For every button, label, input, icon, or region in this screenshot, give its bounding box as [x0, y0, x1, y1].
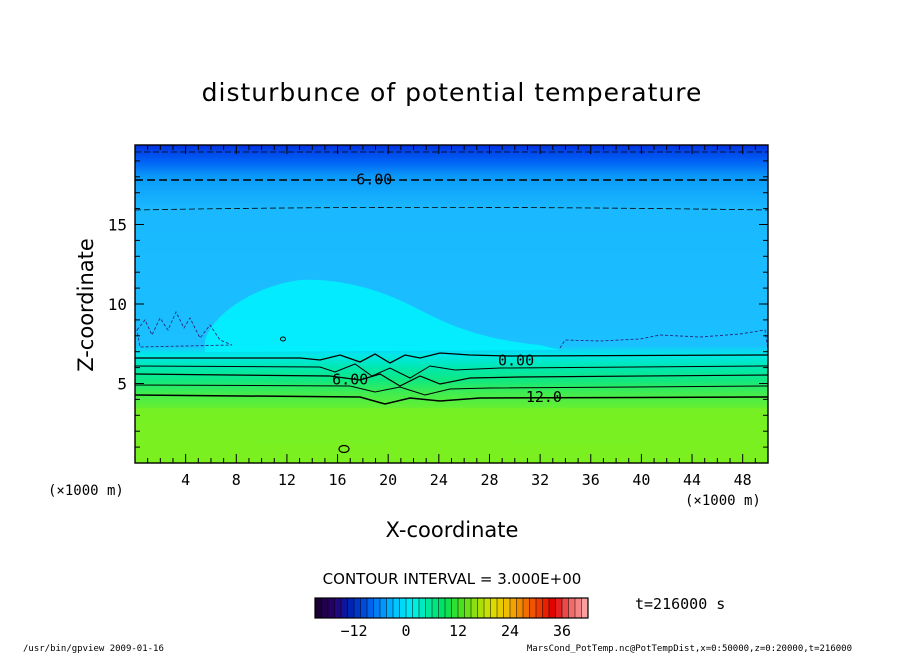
colorbar-cell [477, 598, 485, 618]
colorbar-cell [471, 598, 478, 618]
colorbar-cell [425, 598, 433, 618]
contour-noisy-right [559, 329, 768, 351]
colorbar-tick-label: 12 [449, 622, 467, 640]
cyan-bubble [205, 279, 560, 352]
colorbar-cell [529, 598, 537, 618]
x-tick-label: 12 [278, 471, 296, 489]
colorbar-cell [464, 598, 472, 618]
x-unit-right: (×1000 m) [685, 493, 761, 509]
contour-ring-small [338, 444, 350, 454]
y-axis-title: Z-coordinate [74, 238, 98, 372]
colorbar-tick-label: 36 [553, 622, 571, 640]
colorbar-cell [399, 598, 407, 618]
colorbar-cell [380, 598, 387, 618]
contour-9 [135, 384, 768, 396]
contour-upper-3 [135, 206, 768, 211]
colorbar-cell [432, 598, 439, 618]
footer-left: /usr/bin/gpview 2009-01-16 [23, 644, 164, 654]
colorbar: −12 0 12 24 36 [314, 597, 589, 640]
colorbar-cell [445, 598, 452, 618]
contour-6 [135, 373, 768, 387]
x-tick-label: 36 [582, 471, 600, 489]
colorbar-cell [341, 598, 348, 618]
colorbar-cell [360, 598, 368, 618]
contour-dot [280, 336, 286, 342]
x-tick-label: 20 [379, 471, 397, 489]
colorbar-cell [412, 598, 420, 618]
colorbar-cell [419, 598, 426, 618]
colorbar-cell [523, 598, 530, 618]
colorbar-cell [490, 598, 498, 618]
y-tick-label: 15 [108, 216, 127, 235]
colorbar-cell [393, 598, 400, 618]
colorbar-cell [549, 598, 556, 618]
y-tick-label: 10 [108, 295, 127, 314]
time-label: t=216000 s [635, 595, 725, 613]
colorbar-cell [328, 598, 335, 618]
y-axis: 5 10 15 [108, 160, 768, 448]
colorbar-cell [321, 598, 329, 618]
x-tick-label: 16 [329, 471, 347, 489]
contour-label: 6.00 [356, 170, 392, 188]
colorbar-cell [373, 598, 381, 618]
ground-layer [135, 408, 768, 463]
x-axis-title: X-coordinate [386, 518, 519, 542]
colorbar-cell [581, 598, 589, 618]
x-tick-label: 28 [480, 471, 498, 489]
plot-area [135, 145, 768, 463]
colorbar-cell [334, 598, 342, 618]
colorbar-tick-label: 24 [501, 622, 519, 640]
colorbar-cell [503, 598, 511, 618]
colorbar-cell [555, 598, 563, 618]
contour-3 [135, 363, 768, 379]
x-axis: 4 8 12 16 20 24 28 32 36 40 44 48 [147, 145, 756, 489]
x-tick-label: 32 [531, 471, 549, 489]
colorbar-cell [542, 598, 550, 618]
contour-label: 6.00 [332, 371, 368, 389]
colorbar-tick-label: −12 [340, 622, 367, 640]
colorbar-cell [458, 598, 465, 618]
contour-12 [135, 394, 768, 405]
contour-labels: 6.00 0.00 6.00 12.0 [332, 170, 562, 406]
x-tick-label: 24 [430, 471, 448, 489]
x-tick-label: 40 [632, 471, 650, 489]
colorbar-cell [575, 598, 582, 618]
colorbar-cell [315, 598, 322, 618]
footer-right: MarsCond_PotTemp.nc@PotTempDist,x=0:5000… [527, 644, 852, 654]
x-tick-label: 48 [734, 471, 752, 489]
chart-title: disturbunce of potential temperature [202, 78, 703, 107]
colorbar-cell [347, 598, 355, 618]
colorbar-cell [438, 598, 446, 618]
contour-zero [135, 352, 768, 364]
colorbar-tick-label: 0 [401, 622, 410, 640]
contour-interval-label: CONTOUR INTERVAL = 3.000E+00 [323, 570, 582, 588]
colorbar-cell [354, 598, 361, 618]
x-tick-label: 4 [181, 471, 190, 489]
contour-label: 0.00 [498, 352, 534, 370]
colorbar-cell [510, 598, 517, 618]
colorbar-cell [562, 598, 569, 618]
colorbar-cell [406, 598, 413, 618]
x-tick-label: 44 [683, 471, 701, 489]
colorbar-cell [516, 598, 524, 618]
colorbar-cell [536, 598, 543, 618]
colorbar-cell [386, 598, 394, 618]
x-tick-label: 8 [232, 471, 241, 489]
contour-noisy-left [136, 310, 233, 348]
colorbar-cell [568, 598, 576, 618]
colorbar-cell [497, 598, 504, 618]
colorbar-cell [367, 598, 374, 618]
y-tick-label: 5 [117, 375, 127, 394]
colorbar-cell [451, 598, 459, 618]
x-unit-left: (×1000 m) [48, 483, 124, 499]
colorbar-frame [314, 597, 589, 619]
colorbar-cell [484, 598, 491, 618]
contour-label: 12.0 [526, 388, 562, 406]
